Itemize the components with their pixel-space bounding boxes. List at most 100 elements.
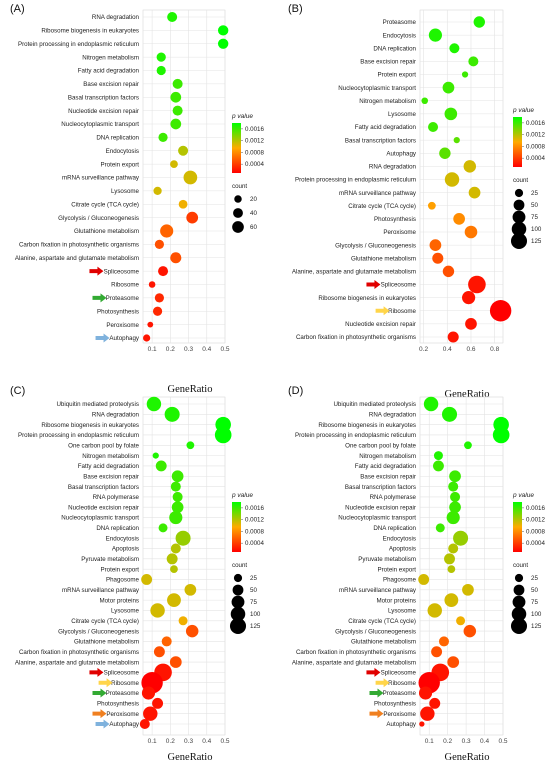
dot-base-excision-repair [172, 78, 183, 89]
size-legend-label: 50 [531, 202, 538, 209]
pathway-label: Nitrogen metabolism [359, 453, 416, 460]
dot-alanine-aspartate-and-glutamate-metabolism [169, 656, 182, 668]
dot-protein-export [447, 565, 456, 574]
pathway-label: Lysosome [111, 608, 140, 615]
dot-dna-replication [158, 132, 168, 142]
dot-nitrogen-metabolism [433, 451, 443, 461]
pathway-label: One carbon pool by folate [68, 442, 139, 449]
size-legend-dot [229, 617, 247, 635]
pathway-label: Photosynthesis [374, 701, 416, 708]
x-tick-label: 0.3 [462, 738, 471, 745]
dot-basal-transcription-factors [170, 91, 182, 103]
dot-ribosome [489, 300, 512, 322]
dot-apoptosis [170, 543, 181, 554]
dot-peroxisome [147, 321, 154, 328]
dot-apoptosis [448, 543, 459, 554]
dot-basal-transcription-factors [448, 481, 459, 492]
size-legend-title: count [513, 177, 528, 184]
pathway-label: Peroxisome [106, 711, 139, 718]
dot-basal-transcription-factors [453, 137, 460, 144]
dot-mrna-surveillance-pathway [462, 583, 474, 596]
dot-autophagy [419, 721, 425, 727]
pathway-label: Nitrogen metabolism [82, 453, 139, 460]
size-legend-dot [514, 573, 524, 583]
size-legend-dot [511, 606, 527, 622]
dot-photosynthesis [429, 697, 441, 709]
pathway-label: Protein export [100, 161, 139, 168]
pathway-label: Base excision repair [360, 473, 416, 480]
pathway-label: Photosynthesis [97, 701, 139, 708]
dot-glycolysis-gluconeogenesis [463, 624, 477, 638]
x-tick-label: 0.2 [166, 346, 175, 353]
size-legend-label: 25 [531, 575, 538, 582]
dot-lysosome [427, 603, 442, 618]
dot-alanine-aspartate-and-glutamate-metabolism [447, 656, 460, 668]
dot-rna-degradation [463, 160, 477, 173]
pathway-label: Ribosome [111, 680, 139, 687]
pathway-label: Spliceosome [381, 282, 417, 289]
x-tick-label: 0.2 [166, 738, 175, 745]
pathway-label: Ribosome [388, 680, 416, 687]
pathway-label: Lysosome [111, 188, 140, 195]
x-tick-label: 0.5 [220, 738, 229, 745]
dot-ribosome-biogenesis-in-eukaryotes [217, 25, 229, 36]
color-legend-title: p value [231, 113, 253, 120]
pathway-label: Basal transcription factors [345, 137, 416, 144]
dot-motor-proteins [167, 593, 181, 608]
pathway-label: Fatty acid degradation [78, 68, 140, 75]
dot-alanine-aspartate-and-glutamate-metabolism [442, 265, 455, 278]
dot-endocytosis [178, 145, 189, 156]
x-tick-label: 0.3 [184, 346, 193, 353]
pathway-label: Proteasome [106, 690, 140, 697]
pathway-label: Pyruvate metabolism [81, 556, 139, 563]
pathway-label: Protein export [100, 566, 139, 573]
dot-rna-degradation [167, 11, 178, 23]
pathway-label: Alanine, aspartate and glutamate metabol… [292, 659, 416, 666]
dot-ribosome-biogenesis-in-eukaryotes [462, 291, 476, 305]
dot-autophagy [439, 147, 451, 159]
pathway-label: Proteasome [383, 19, 417, 26]
color-tick-label: 0.0012 [245, 138, 264, 145]
dot-nucleotide-excision-repair [465, 318, 477, 330]
pathway-label: Nitrogen metabolism [82, 54, 139, 61]
arrow-spliceosome [89, 667, 104, 677]
dot-motor-proteins [444, 593, 459, 608]
pathway-label: Spliceosome [104, 670, 140, 677]
color-tick-label: 0.0012 [245, 517, 264, 524]
dot-phagosome [418, 574, 430, 585]
size-legend-label: 100 [250, 611, 261, 618]
dot-basal-transcription-factors [170, 481, 181, 492]
color-tick-label: 0.0008 [526, 143, 545, 150]
size-legend-label: 40 [250, 210, 257, 217]
pathway-label: RNA degradation [369, 412, 417, 419]
panel-label: (C) [10, 385, 25, 397]
pathway-label: Apoptosis [389, 546, 416, 553]
pathway-label: Citrate cycle (TCA cycle) [348, 203, 416, 210]
arrow-ribosome [98, 678, 113, 688]
color-tick-label: 0.0012 [526, 517, 545, 524]
pathway-label: Citrate cycle (TCA cycle) [71, 201, 139, 208]
pathway-label: mRNA surveillance pathway [62, 587, 140, 594]
pathway-label: Carbon fixation in photosynthetic organi… [19, 242, 139, 249]
pathway-label: Protein export [377, 566, 416, 573]
size-legend-dot [512, 595, 526, 609]
dot-dna-replication [158, 523, 168, 533]
dot-carbon-fixation-in-photosynthetic-organisms [431, 646, 443, 658]
pathway-label: Glycolysis / Gluconeogenesis [335, 628, 416, 635]
dot-glycolysis-gluconeogenesis [185, 624, 199, 638]
dot-photosynthesis [453, 213, 465, 225]
dot-rna-degradation [164, 406, 180, 422]
pathway-label: RNA polymerase [93, 494, 140, 501]
color-tick-label: 0.0012 [526, 132, 545, 139]
pathway-label: Protein processing in endoplasmic reticu… [18, 432, 139, 439]
size-legend-label: 100 [531, 226, 542, 233]
color-bar [232, 123, 241, 173]
chart-panel-a: (A) 0.1 0.2 0.3 0.4 0.5 RNA degradation Ribosom… [10, 3, 264, 395]
dot-proteasome [141, 686, 156, 700]
x-tick-label: 0.1 [148, 346, 157, 353]
dot-citrate-cycle-tca-cycle [456, 616, 466, 626]
dot-mrna-surveillance-pathway [468, 186, 481, 199]
dot-nucleotide-excision-repair [171, 501, 184, 514]
x-tick-label: 0.2 [419, 346, 428, 353]
